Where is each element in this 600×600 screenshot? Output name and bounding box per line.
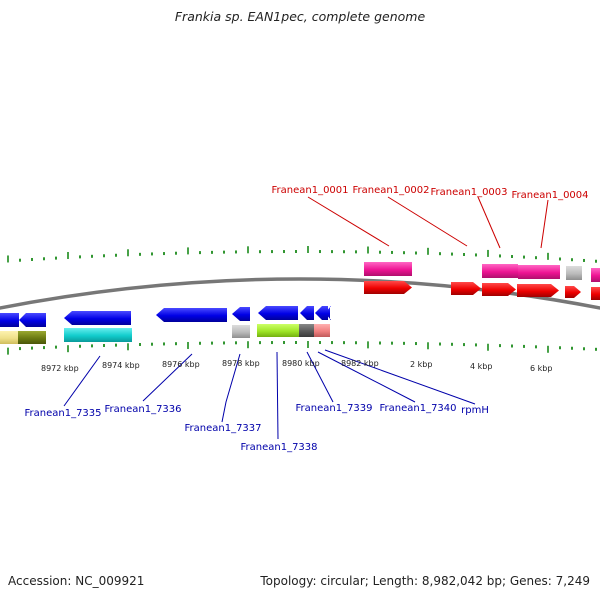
gene-label-franean1-7338[interactable]: Franean1_7338 xyxy=(240,442,317,453)
top-gene-labels: Franean1_0001 Franean1_0002 Franean1_000… xyxy=(271,185,588,201)
gene-feature-magenta[interactable] xyxy=(518,265,560,279)
gene-label-franean1-0004[interactable]: Franean1_0004 xyxy=(511,190,588,201)
gene-feature-lime[interactable] xyxy=(257,324,299,337)
gene-label-franean1-0002[interactable]: Franean1_0002 xyxy=(352,185,429,196)
gene-feature-pink[interactable] xyxy=(314,324,330,337)
gene-arrow-blue[interactable] xyxy=(258,306,298,320)
leader-lines-bottom xyxy=(63,349,476,440)
gene-label-franean1-0001[interactable]: Franean1_0001 xyxy=(271,185,348,196)
bottom-gene-labels: Franean1_7335 Franean1_7336 Franean1_733… xyxy=(24,403,488,453)
gene-label-franean1-7340[interactable]: Franean1_7340 xyxy=(379,403,456,414)
gene-arrow-blue[interactable] xyxy=(300,306,314,320)
gene-arrow-blue[interactable] xyxy=(232,307,250,321)
gene-arrow-blue[interactable] xyxy=(0,313,19,327)
gene-feature-magenta[interactable] xyxy=(364,262,412,276)
scale-label: 8980 kbp xyxy=(282,359,320,368)
scale-label: 8978 kbp xyxy=(222,359,260,368)
gene-arrow-red[interactable] xyxy=(591,287,600,300)
accession-text: Accession: NC_009921 xyxy=(8,574,145,588)
leader-lines-top xyxy=(307,196,549,249)
gene-arrow-red[interactable] xyxy=(565,286,581,298)
gene-arrow-blue[interactable] xyxy=(325,306,331,320)
gene-arrow-blue[interactable] xyxy=(64,311,131,325)
gene-feature-darkgrey[interactable] xyxy=(299,324,314,337)
gene-feature-grey[interactable] xyxy=(232,325,250,338)
gene-arrow-franean1-0003[interactable] xyxy=(482,283,516,296)
scale-label: 8982 kbp xyxy=(341,359,379,368)
genome-summary-text: Topology: circular; Length: 8,982,042 bp… xyxy=(260,574,590,588)
top-ticks xyxy=(7,246,597,263)
gene-arrow-franean1-0004[interactable] xyxy=(517,284,559,297)
gene-label-franean1-0003[interactable]: Franean1_0003 xyxy=(430,187,507,198)
scale-label: 4 kbp xyxy=(470,362,492,371)
scale-label: 2 kbp xyxy=(410,360,432,369)
gene-arrow-blue[interactable] xyxy=(156,308,227,322)
scale-label: 8972 kbp xyxy=(41,364,79,373)
genome-title: Frankia sp. EAN1pec, complete genome xyxy=(174,9,426,24)
scale-label: 8976 kbp xyxy=(162,360,200,369)
bottom-ticks xyxy=(7,341,597,355)
gene-feature-yellow[interactable] xyxy=(0,331,18,344)
gene-feature-cyan[interactable] xyxy=(64,328,132,342)
scale-label: 8974 kbp xyxy=(102,361,140,370)
scale-labels: 8972 kbp 8974 kbp 8976 kbp 8978 kbp 8980… xyxy=(41,359,552,373)
gene-arrow-franean1-0002[interactable] xyxy=(451,282,481,295)
gene-label-franean1-7337[interactable]: Franean1_7337 xyxy=(184,423,261,434)
gene-arrow-blue[interactable] xyxy=(19,313,46,327)
gene-arrow-blue[interactable] xyxy=(315,306,328,320)
gene-feature-olive[interactable] xyxy=(18,331,46,344)
gene-arrow-franean1-0001[interactable] xyxy=(364,281,412,294)
scale-label: 6 kbp xyxy=(530,364,552,373)
gene-feature-grey[interactable] xyxy=(566,266,582,280)
gene-label-franean1-7335[interactable]: Franean1_7335 xyxy=(24,408,101,419)
gene-feature-magenta[interactable] xyxy=(591,268,600,282)
gene-label-franean1-7336[interactable]: Franean1_7336 xyxy=(104,404,181,415)
gene-label-rpmh[interactable]: rpmH xyxy=(461,405,489,416)
gene-label-franean1-7339[interactable]: Franean1_7339 xyxy=(295,403,372,414)
gene-feature-magenta[interactable] xyxy=(482,264,518,278)
